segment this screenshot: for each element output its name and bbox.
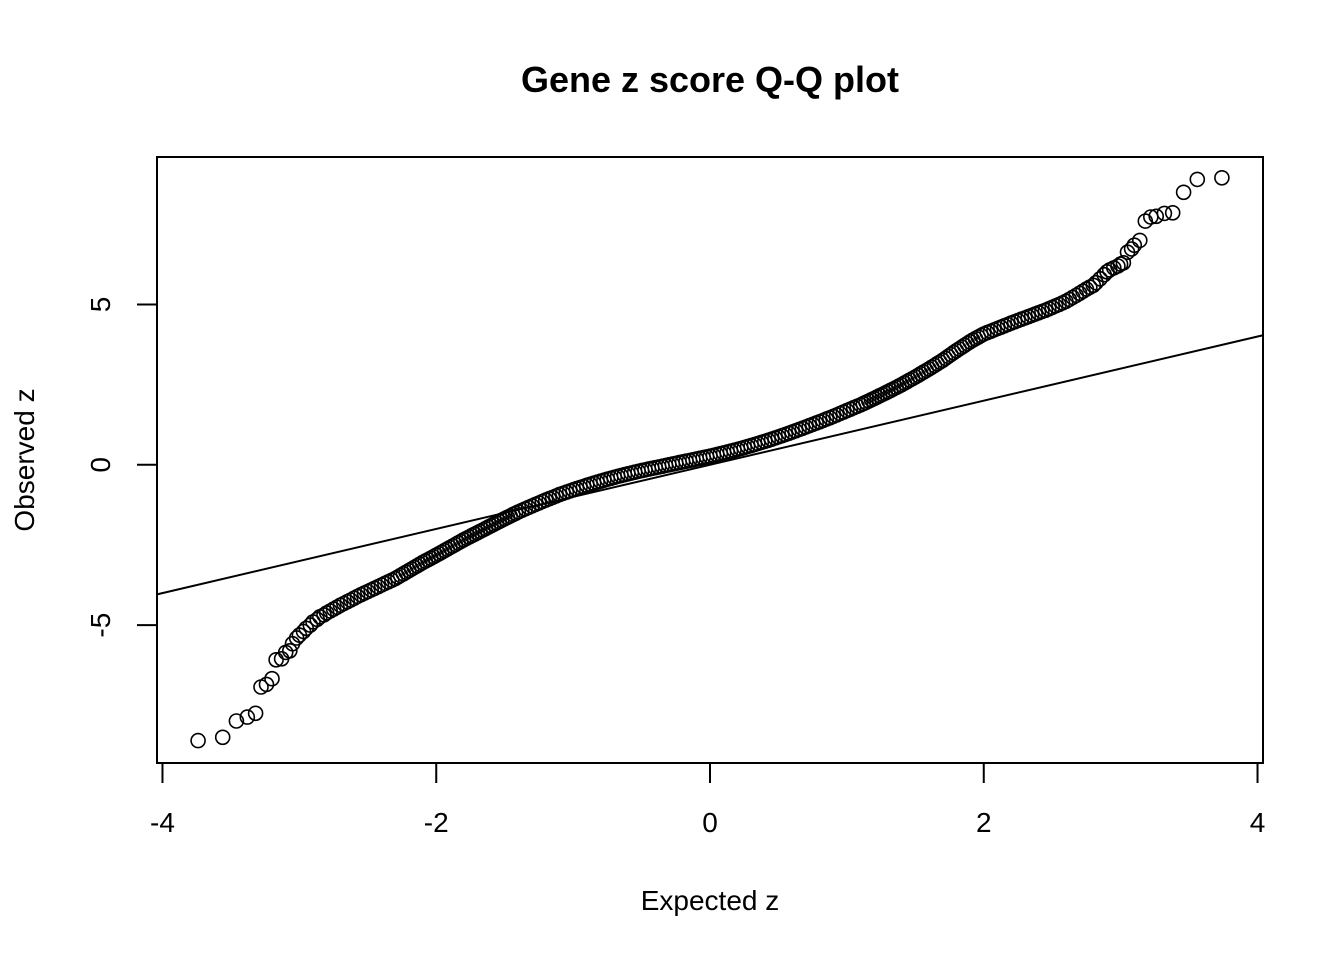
chart-title: Gene z score Q-Q plot [521,59,899,100]
x-tick-label: 2 [976,807,992,838]
data-point [1189,171,1206,188]
data-point [247,705,264,722]
x-axis: -4 -2 0 2 4 [150,762,1266,838]
x-tick-label: 4 [1250,807,1266,838]
x-tick-label: -2 [424,807,449,838]
data-point [1214,170,1230,186]
data-point [1123,241,1140,257]
data-point [1148,208,1164,225]
points-layer [190,170,1230,749]
data-point [228,713,245,729]
x-tick-label: -4 [150,807,175,838]
data-point [281,642,298,659]
reference-line [156,334,1264,596]
data-point [239,709,256,725]
data-point [268,651,284,668]
y-axis: -5 0 5 [85,297,158,638]
y-tick-label: 0 [85,457,116,473]
data-point [264,670,280,687]
data-point [258,676,275,693]
data-point [1088,274,1104,291]
y-tick-label: 5 [85,297,116,313]
y-tick-label: -5 [85,613,116,638]
x-axis-label: Expected z [641,885,780,916]
data-point [1132,232,1148,249]
reference-layer [156,334,1264,596]
data-point [1175,184,1192,201]
data-point [190,732,206,749]
data-point [1164,205,1181,221]
data-point [1156,205,1173,222]
data-point [214,729,231,746]
data-point [1126,237,1143,253]
x-tick-label: 0 [702,807,718,838]
y-axis-label: Observed z [9,388,40,531]
data-point [1115,254,1132,271]
